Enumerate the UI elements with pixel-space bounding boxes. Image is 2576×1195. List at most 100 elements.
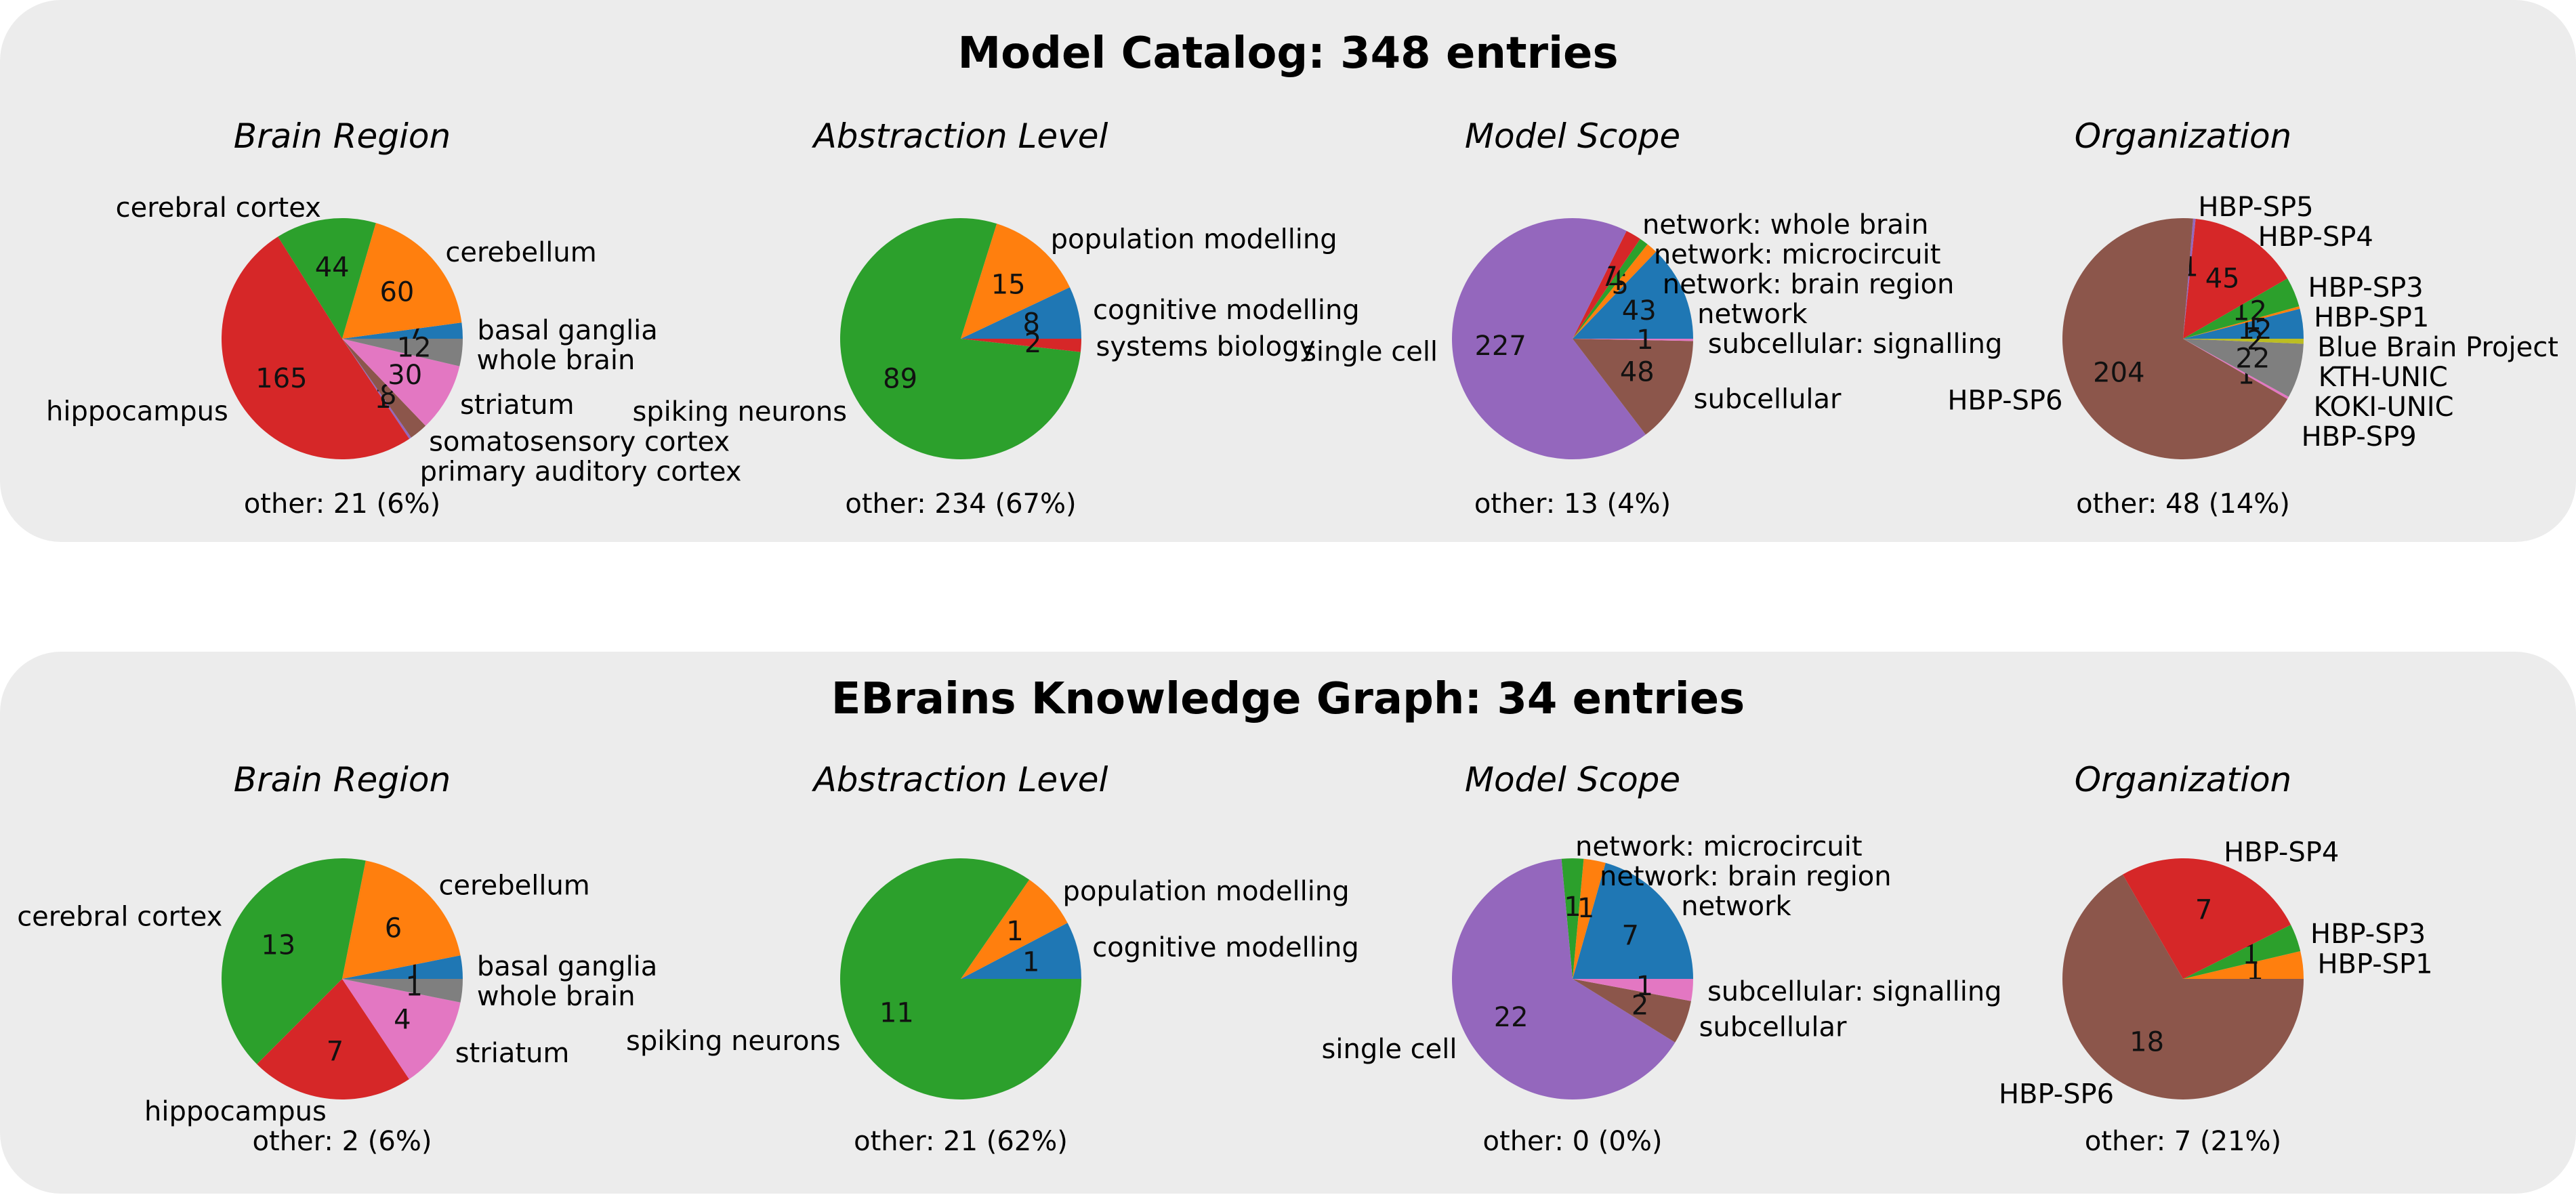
pie-label-model-catalog-brain-region-hippocampus: hippocampus — [46, 396, 228, 427]
pie-slice-knowledge-graph-brain-region-whole-brain — [342, 979, 463, 1003]
group-title-model-catalog: Model Catalog: 348 entries — [957, 28, 1618, 79]
pie-value-model-catalog-abstraction-level-cognitive-modelling: 8 — [1022, 308, 1039, 339]
pie-label-model-catalog-model-scope-subcellular: subcellular — [1694, 383, 1842, 415]
pie-label-model-catalog-organization-hbp-sp6: HBP-SP6 — [1947, 385, 2062, 417]
pie-other-model-catalog-abstraction-level: other: 234 (67%) — [845, 488, 1076, 520]
pie-label-model-catalog-model-scope-single-cell: single cell — [1302, 336, 1438, 367]
pie-label-model-catalog-brain-region-cerebellum: cerebellum — [445, 237, 596, 268]
pie-label-model-catalog-organization-hbp-sp4: HBP-SP4 — [2258, 222, 2373, 253]
pie-slice-model-catalog-brain-region-primary-auditory-cortex — [342, 339, 411, 439]
pie-label-knowledge-graph-abstraction-level-cognitive-modelling: cognitive modelling — [1092, 932, 1359, 963]
pie-label-knowledge-graph-model-scope-network: network — [1681, 891, 1791, 922]
pie-other-knowledge-graph-abstraction-level: other: 21 (62%) — [854, 1126, 1068, 1157]
pie-value-knowledge-graph-brain-region-whole-brain: 1 — [406, 971, 423, 1002]
pie-label-knowledge-graph-model-scope-network-microcircuit: network: microcircuit — [1575, 831, 1863, 862]
pie-label-knowledge-graph-organization-hbp-sp6: HBP-SP6 — [1999, 1079, 2114, 1110]
pie-label-model-catalog-organization-hbp-sp9: HBP-SP9 — [2302, 421, 2417, 453]
pie-slice-model-catalog-organization-hbp-sp9 — [2183, 339, 2289, 399]
pie-value-knowledge-graph-model-scope-subcellular-signalling: 1 — [1636, 971, 1653, 1002]
pie-label-knowledge-graph-brain-region-cerebellum: cerebellum — [438, 871, 589, 902]
pie-label-model-catalog-organization-blue-brain-project: Blue Brain Project — [2317, 332, 2558, 363]
pie-label-model-catalog-brain-region-cerebral-cortex: cerebral cortex — [116, 192, 321, 224]
pie-slice-knowledge-graph-abstraction-level-spiking-neurons — [840, 858, 1081, 1100]
pie-value-knowledge-graph-brain-region-striatum: 4 — [394, 1004, 411, 1035]
pie-title-knowledge-graph-abstraction-level: Abstraction Level — [812, 760, 1108, 799]
pie-label-knowledge-graph-model-scope-subcellular-signalling: subcellular: signalling — [1707, 976, 2002, 1007]
pie-label-model-catalog-model-scope-network: network — [1697, 299, 1808, 330]
pie-label-model-catalog-model-scope-network-whole-brain: network: whole brain — [1642, 209, 1928, 240]
pie-slice-model-catalog-organization-hbp-sp5 — [2183, 218, 2196, 339]
pie-value-model-catalog-model-scope-single-cell: 227 — [1474, 331, 1526, 362]
pie-slice-knowledge-graph-model-scope-subcellular — [1573, 979, 1691, 1043]
pie-other-knowledge-graph-brain-region: other: 2 (6%) — [253, 1126, 432, 1157]
pie-label-model-catalog-organization-kth-unic: KTH-UNIC — [2319, 362, 2448, 393]
pie-value-knowledge-graph-brain-region-cerebellum: 6 — [385, 913, 402, 944]
pie-slice-model-catalog-model-scope-subcellular-signalling — [1573, 339, 1693, 341]
pie-slice-model-catalog-brain-region-cerebellum — [342, 223, 462, 339]
pie-value-model-catalog-model-scope-network: 43 — [1622, 295, 1657, 327]
pie-label-model-catalog-organization-hbp-sp1: HBP-SP1 — [2314, 302, 2429, 333]
pie-slice-model-catalog-organization-hbp-sp4 — [2183, 218, 2288, 339]
pie-slice-model-catalog-organization-hbp-sp3 — [2183, 278, 2300, 339]
pie-other-model-catalog-organization: other: 48 (14%) — [2076, 488, 2290, 520]
pie-slice-knowledge-graph-abstraction-level-cognitive-modelling — [961, 923, 1081, 979]
pie-slice-knowledge-graph-model-scope-network-microcircuit — [1561, 858, 1584, 979]
pie-slice-model-catalog-model-scope-network-brain-region — [1573, 244, 1657, 339]
pie-label-model-catalog-model-scope-network-microcircuit: network: microcircuit — [1654, 239, 1941, 270]
pie-value-knowledge-graph-organization-hbp-sp6: 18 — [2130, 1026, 2164, 1057]
pie-label-knowledge-graph-model-scope-single-cell: single cell — [1322, 1034, 1457, 1065]
pie-slice-model-catalog-brain-region-cerebral-cortex — [278, 217, 376, 339]
pie-knowledge-graph-organization: Organization11718HBP-SP4HBP-SP3HBP-SP1HB… — [1999, 760, 2433, 1157]
pie-slice-knowledge-graph-organization-hbp-sp1 — [2183, 950, 2304, 979]
pie-label-model-catalog-abstraction-level-systems-biology: systems biology — [1096, 331, 1316, 362]
pie-other-knowledge-graph-organization: other: 7 (21%) — [2085, 1126, 2281, 1157]
pie-slice-knowledge-graph-brain-region-basal-ganglia — [342, 955, 463, 979]
pie-label-model-catalog-brain-region-primary-auditory-cortex: primary auditory cortex — [420, 456, 742, 487]
pie-slice-knowledge-graph-model-scope-network — [1573, 862, 1693, 979]
pie-label-knowledge-graph-brain-region-striatum: striatum — [455, 1038, 570, 1069]
pie-value-knowledge-graph-model-scope-subcellular: 2 — [1632, 990, 1648, 1022]
pie-slice-knowledge-graph-abstraction-level-population-modelling — [961, 879, 1068, 979]
pie-value-model-catalog-organization-hbp-sp4: 45 — [2205, 263, 2240, 294]
pie-label-model-catalog-abstraction-level-spiking-neurons: spiking neurons — [632, 396, 847, 427]
pie-label-knowledge-graph-brain-region-basal-ganglia: basal ganglia — [477, 951, 657, 982]
pie-label-knowledge-graph-organization-hbp-sp3: HBP-SP3 — [2310, 919, 2426, 950]
pie-slice-model-catalog-abstraction-level-cognitive-modelling — [961, 287, 1081, 339]
pie-label-model-catalog-brain-region-somatosensory-cortex: somatosensory cortex — [429, 426, 730, 457]
pie-slice-knowledge-graph-organization-hbp-sp3 — [2183, 925, 2301, 979]
pie-slice-model-catalog-model-scope-subcellular — [1573, 339, 1693, 435]
pie-slice-model-catalog-abstraction-level-population-modelling — [961, 224, 1070, 339]
pie-label-model-catalog-abstraction-level-cognitive-modelling: cognitive modelling — [1093, 295, 1360, 326]
pie-label-model-catalog-organization-hbp-sp3: HBP-SP3 — [2308, 272, 2424, 303]
pie-label-model-catalog-organization-koki-unic: KOKI-UNIC — [2314, 392, 2454, 423]
group-title-knowledge-graph: EBrains Knowledge Graph: 34 entries — [831, 674, 1745, 724]
pie-label-model-catalog-model-scope-subcellular-signalling: subcellular: signalling — [1708, 329, 2003, 360]
pie-value-model-catalog-abstraction-level-population-modelling: 15 — [991, 269, 1026, 300]
pie-label-knowledge-graph-organization-hbp-sp1: HBP-SP1 — [2317, 948, 2432, 980]
pie-value-knowledge-graph-organization-hbp-sp4: 7 — [2195, 895, 2212, 926]
pie-title-knowledge-graph-model-scope: Model Scope — [1465, 760, 1680, 799]
pie-slice-model-catalog-abstraction-level-systems-biology — [961, 339, 1081, 352]
pie-slice-knowledge-graph-model-scope-subcellular-signalling — [1573, 979, 1693, 1001]
pie-other-model-catalog-model-scope: other: 13 (4%) — [1474, 488, 1671, 520]
pie-value-knowledge-graph-abstraction-level-population-modelling: 1 — [1006, 916, 1023, 947]
pie-slice-model-catalog-organization-kth-unic — [2183, 339, 2304, 344]
pie-title-model-catalog-abstraction-level: Abstraction Level — [812, 117, 1108, 156]
pie-value-knowledge-graph-brain-region-hippocampus: 7 — [327, 1036, 344, 1067]
pie-slice-model-catalog-model-scope-single-cell — [1452, 218, 1646, 459]
pie-title-knowledge-graph-brain-region: Brain Region — [234, 760, 451, 799]
pie-label-knowledge-graph-organization-hbp-sp4: HBP-SP4 — [2224, 837, 2339, 868]
pie-label-model-catalog-brain-region-striatum: striatum — [460, 390, 575, 421]
pie-value-model-catalog-brain-region-hippocampus: 165 — [255, 363, 307, 394]
pie-label-knowledge-graph-model-scope-network-brain-region: network: brain region — [1600, 861, 1892, 892]
pie-slice-model-catalog-model-scope-network — [1573, 251, 1693, 339]
pie-slice-knowledge-graph-organization-hbp-sp4 — [2123, 858, 2291, 979]
pie-slice-model-catalog-organization-blue-brain-project — [2183, 308, 2304, 339]
pie-other-knowledge-graph-model-scope: other: 0 (0%) — [1483, 1126, 1663, 1157]
pie-value-model-catalog-brain-region-whole-brain: 12 — [397, 332, 432, 363]
pie-value-model-catalog-model-scope-subcellular-signalling: 1 — [1636, 324, 1653, 356]
pie-title-model-catalog-organization: Organization — [2075, 117, 2292, 156]
